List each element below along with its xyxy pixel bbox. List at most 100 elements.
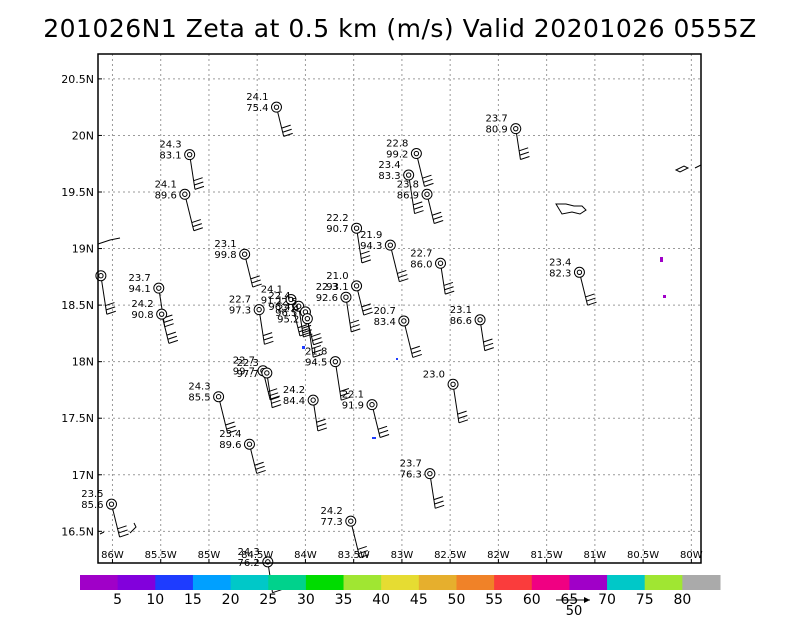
obs-marker-inner [215,394,222,400]
obs-label-temp: 23.7 [400,459,422,470]
obs-label-temp: 22.1 [342,390,364,401]
obs-marker-inner [288,296,294,303]
obs-marker-inner [424,191,430,197]
wind-barb-feather [587,301,597,306]
obs-label-temp: 23.4 [378,160,400,171]
wind-barb [306,318,314,358]
x-tick-label: 82W [487,550,510,561]
observation-point [95,270,116,315]
colorbar-swatch [644,575,683,590]
obs-marker-inner [256,306,262,313]
y-tick-label: 19N [72,243,94,256]
obs-label-value: 97.3 [229,306,251,317]
observation-point: 22.290.7 [326,213,372,264]
obs-marker-inner [246,441,253,447]
obs-label-value: 86.9 [397,190,419,201]
obs-label-temp: 24.1 [155,179,177,190]
obs-marker-outer [366,399,378,411]
obs-label-value: 93.1 [326,282,348,293]
obs-label-temp: 23.7 [129,273,151,284]
obs-marker-inner [353,283,360,289]
obs-marker-inner [353,225,360,231]
obs-marker-outer [447,378,459,390]
wind-barb-feather [434,219,444,224]
obs-marker-inner [387,242,394,248]
wind-barb [290,299,301,337]
obs-label-value: 99.2 [386,150,408,161]
colorbar-swatch [343,575,382,590]
obs-marker-outer [351,222,363,234]
x-tick-label: 82.5W [434,550,466,561]
colorbar-label: 25 [259,592,277,608]
wind-barb-feather [117,525,127,530]
obs-label-temp: 21.9 [360,230,382,241]
obs-label-temp: 23.8 [397,179,419,190]
wind-barb [408,174,416,214]
wind-barb-feather [163,318,174,323]
colorbar-label: 30 [297,592,315,608]
colorbar-swatch [268,575,307,590]
obs-label-value: 91.9 [342,401,364,412]
colorbar-label: 15 [184,592,202,608]
obs-label-value: 80.9 [485,125,507,136]
obs-label-temp: 22.3 [237,358,259,369]
wind-barb-feather [106,310,116,315]
obs-marker-outer [301,313,313,325]
obs-label-value: 77.3 [321,517,343,528]
obs-label-value: 86.0 [410,259,432,270]
obs-marker-outer [156,308,168,320]
observation-point: 23.186.6 [450,305,494,352]
observation-point: 21.894.5 [305,347,351,401]
obs-marker-outer [410,148,422,160]
wind-barb-feather [424,182,434,187]
wind-barb-feather [194,181,204,186]
colorbar-swatch [155,575,194,590]
obs-label-temp: 23.7 [485,114,507,125]
plot-frame [97,53,702,564]
wind-barb-feather [484,347,494,352]
obs-marker-outer [510,123,522,135]
obs-marker-inner [241,251,248,257]
obs-marker-inner [182,191,188,197]
obs-label-temp: 23.5 [81,489,103,500]
wind-barb-feather [349,319,360,324]
obs-marker-outer [424,468,436,480]
colorbar-label: 60 [523,592,541,608]
wind-barb-feather [168,339,179,344]
wind-barb-feather [483,338,493,343]
observation-point: 23.483.3 [378,160,424,215]
rain-pixel [372,437,376,439]
wind-barb-feather [250,275,260,280]
obs-label-value: 96.5 [275,308,297,319]
colorbar-label: 35 [335,592,353,608]
wind-barb-feather [105,302,115,307]
coastline-honduras-islet [129,522,137,534]
obs-label-value: 84.4 [283,396,305,407]
obs-marker-outer [270,101,282,113]
obs-label-temp: 22.8 [386,139,408,150]
wind-barb-feather [283,132,293,137]
observation-point: 24.189.6 [155,179,203,232]
observation-point: 24.175.4 [246,92,293,137]
wind-barb-feather [339,388,350,393]
coastline-isle-youth [555,203,587,215]
obs-marker-outer [239,248,251,260]
x-tick-label: 84.5W [241,550,273,561]
wind-barb-feather [585,293,595,298]
wind-barb-feather [412,353,422,358]
obs-marker-inner [295,303,302,309]
observation-point: 23.886.9 [397,179,444,224]
obs-marker-outer [179,188,191,200]
obs-label-temp: 22.4 [268,291,290,302]
obs-marker-inner [450,381,456,387]
wind-barb-feather [413,201,423,206]
x-tick-label: 83W [391,550,414,561]
y-tick-label: 16.5N [61,525,94,538]
wind-barb [345,297,352,332]
obs-marker-inner [348,518,354,524]
wind-barb-feather [270,395,280,400]
wind-barb-feather [586,297,596,302]
wind-barb-feather [316,418,326,423]
observation-point: 24.385.5 [188,382,237,434]
